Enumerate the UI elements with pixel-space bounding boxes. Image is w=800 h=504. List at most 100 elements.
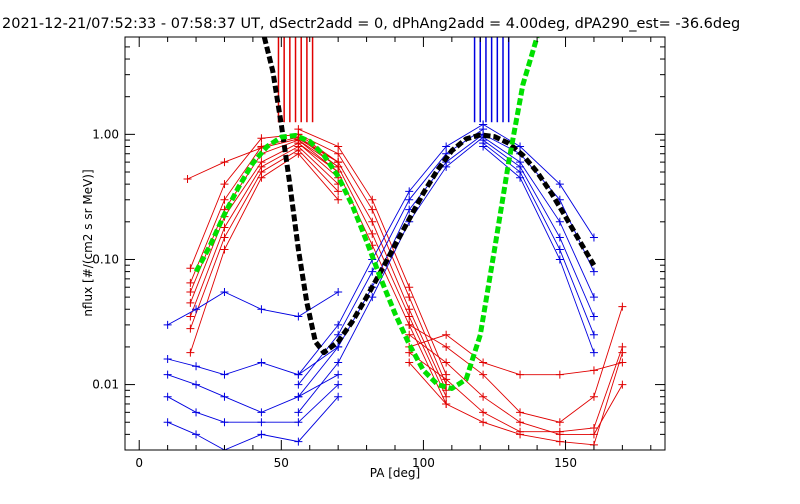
plus-marker [334,358,343,367]
plus-marker [589,330,598,339]
plus-marker [186,348,195,357]
plus-marker [183,174,192,183]
plus-marker [479,142,488,151]
trace-line [167,384,339,423]
plus-marker [334,380,343,389]
plus-marker [294,437,303,446]
plus-marker [163,418,172,427]
plus-marker [589,348,598,357]
plus-marker [589,423,598,432]
plus-marker [257,173,266,182]
plus-marker [589,267,598,276]
plus-marker [405,348,414,357]
plus-marker [186,324,195,333]
plus-marker [516,430,525,439]
plus-marker [257,418,266,427]
x-tick-label: 100 [412,456,435,470]
plus-marker [257,305,266,314]
plus-marker [618,302,627,311]
plus-marker [220,195,229,204]
plus-marker [405,187,414,196]
plus-marker [334,195,343,204]
plus-marker [516,408,525,417]
plus-marker [192,305,201,314]
plus-marker [555,217,564,226]
plus-marker [220,245,229,254]
plus-marker [220,287,229,296]
plus-marker [334,149,343,158]
plus-marker [618,348,627,357]
trace-line [167,396,339,450]
plus-marker [220,158,229,167]
x-tick-label: 150 [554,456,577,470]
trace-line [167,374,339,413]
trace-line [409,334,623,376]
y-axis-label: nflux [#/(cm2 s sr MeV)] [81,169,95,316]
trace-line [298,128,447,375]
plus-marker [589,392,598,401]
plus-marker [192,380,201,389]
plus-marker [442,392,451,401]
trace-line [482,124,595,238]
plus-marker [220,370,229,379]
axis-ticks: 0 50 100 150 0.01 0.10 1.00 [92,36,665,470]
plus-marker [442,358,451,367]
plus-marker [186,298,195,307]
plus-marker [479,120,488,129]
plus-marker [334,370,343,379]
plus-marker [368,267,377,276]
plus-marker [257,408,266,417]
x-axis-label: PA [deg] [370,466,420,480]
plus-marker [405,293,414,302]
plus-marker [257,134,266,143]
trace-line [408,352,623,446]
y-tick-label: 0.01 [92,378,119,392]
plus-marker [516,418,525,427]
trace-line [167,346,339,376]
plus-marker [442,375,451,384]
plus-marker [442,142,451,151]
plus-marker [405,305,414,314]
plus-marker [479,418,488,427]
plus-marker [186,264,195,273]
plus-marker [555,245,564,254]
plus-marker [405,330,414,339]
plus-marker [257,358,266,367]
plus-marker [516,142,525,151]
plus-marker [220,233,229,242]
trace-line [167,291,339,326]
plus-marker [555,437,564,446]
plus-marker [334,320,343,329]
plus-marker [186,287,195,296]
plus-marker [589,293,598,302]
plus-marker [405,320,414,329]
trace-line [298,134,484,397]
plus-marker [192,362,201,371]
plus-marker [192,408,201,417]
plus-marker [220,223,229,232]
y-tick-label: 0.10 [92,252,119,266]
plus-marker [163,370,172,379]
plus-marker [220,180,229,189]
plus-marker [555,370,564,379]
trace-line [482,136,595,298]
plus-marker [555,427,564,436]
plus-marker [294,392,303,401]
trace-line [189,153,339,353]
green-fit-curve [193,37,540,391]
plus-marker [479,358,488,367]
plus-marker [589,312,598,321]
plus-marker [479,392,488,401]
trace-line [298,124,484,375]
plus-marker [405,358,414,367]
plus-marker [405,312,414,321]
plus-marker [405,195,414,204]
plus-marker [368,205,377,214]
plus-marker [334,287,343,296]
plus-marker [516,173,525,182]
plus-marker [163,355,172,364]
plus-marker [479,408,488,417]
plus-marker [192,430,201,439]
